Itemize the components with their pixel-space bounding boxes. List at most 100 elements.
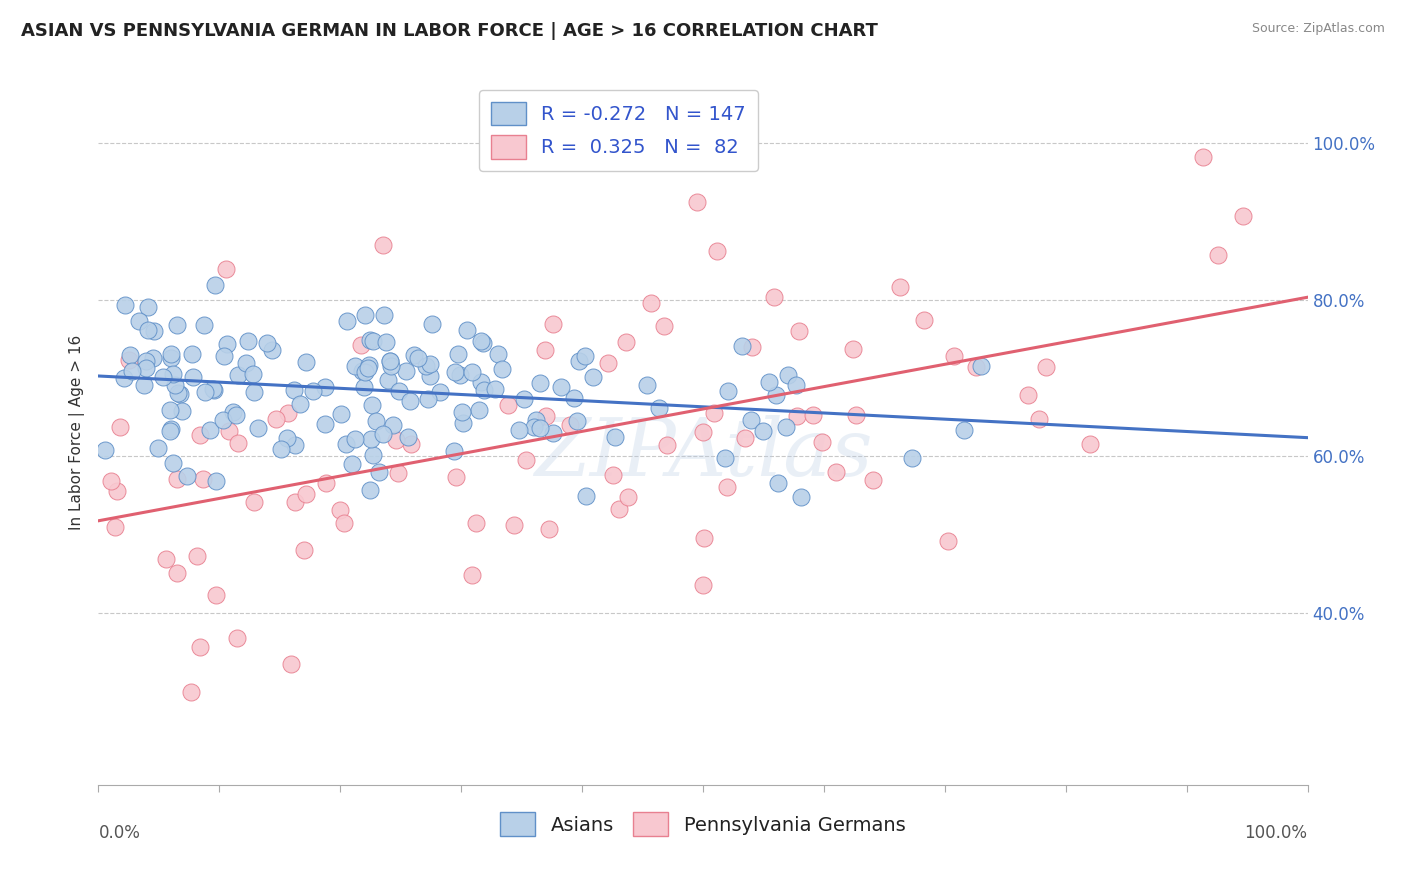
Point	[295, 354, 318, 368]
Point	[965, 360, 987, 375]
Point	[277, 406, 299, 420]
Point	[360, 398, 382, 412]
Point	[193, 318, 215, 332]
Point	[785, 378, 807, 392]
Point	[373, 309, 395, 323]
Point	[188, 640, 211, 655]
Point	[100, 474, 122, 488]
Point	[205, 475, 228, 489]
Point	[529, 421, 551, 435]
Point	[294, 542, 316, 557]
Text: 100.0%: 100.0%	[1244, 823, 1308, 842]
Point	[1208, 247, 1230, 261]
Point	[541, 317, 564, 331]
Point	[456, 323, 478, 337]
Point	[502, 517, 524, 532]
Point	[181, 370, 204, 384]
Point	[537, 522, 560, 536]
Point	[522, 420, 544, 434]
Point	[380, 354, 402, 368]
Point	[524, 413, 547, 427]
Point	[288, 396, 311, 410]
Point	[160, 422, 183, 436]
Point	[648, 401, 671, 415]
Legend: Asians, Pennsylvania Germans: Asians, Pennsylvania Germans	[491, 803, 915, 846]
Point	[562, 391, 585, 405]
Point	[350, 364, 373, 378]
Point	[226, 368, 249, 383]
Point	[889, 279, 911, 293]
Point	[731, 339, 754, 353]
Point	[315, 475, 337, 490]
Point	[399, 393, 422, 408]
Point	[602, 467, 624, 482]
Point	[204, 277, 226, 292]
Point	[194, 384, 217, 399]
Point	[214, 349, 236, 363]
Point	[472, 384, 495, 398]
Point	[284, 438, 307, 452]
Point	[353, 380, 375, 394]
Point	[692, 425, 714, 439]
Point	[912, 312, 935, 326]
Point	[399, 437, 422, 451]
Point	[381, 418, 404, 433]
Point	[371, 238, 394, 252]
Point	[363, 334, 385, 348]
Point	[415, 359, 437, 374]
Point	[470, 334, 492, 348]
Point	[451, 405, 474, 419]
Point	[166, 472, 188, 486]
Point	[226, 631, 249, 645]
Point	[359, 358, 381, 372]
Point	[420, 317, 443, 331]
Point	[596, 356, 619, 370]
Point	[657, 438, 679, 452]
Point	[787, 324, 810, 338]
Point	[214, 262, 236, 277]
Point	[215, 337, 238, 351]
Point	[118, 348, 141, 362]
Point	[740, 413, 762, 427]
Point	[491, 362, 513, 376]
Point	[388, 384, 411, 398]
Point	[616, 334, 638, 349]
Point	[226, 435, 249, 450]
Point	[766, 475, 789, 490]
Point	[550, 379, 572, 393]
Point	[242, 367, 264, 381]
Point	[1078, 437, 1101, 451]
Point	[163, 378, 186, 392]
Point	[242, 494, 264, 508]
Point	[180, 347, 202, 361]
Point	[693, 532, 716, 546]
Point	[340, 457, 363, 471]
Point	[112, 371, 135, 385]
Point	[132, 378, 155, 392]
Point	[264, 412, 287, 426]
Point	[138, 300, 160, 314]
Point	[221, 404, 243, 418]
Point	[166, 566, 188, 580]
Point	[824, 465, 846, 479]
Point	[938, 533, 960, 548]
Point	[357, 361, 380, 376]
Point	[256, 335, 278, 350]
Point	[360, 432, 382, 446]
Point	[762, 290, 785, 304]
Point	[1192, 150, 1215, 164]
Point	[344, 359, 367, 373]
Point	[353, 308, 375, 322]
Point	[654, 318, 676, 333]
Point	[901, 450, 924, 465]
Point	[470, 375, 492, 389]
Point	[284, 495, 307, 509]
Point	[135, 360, 157, 375]
Point	[862, 473, 884, 487]
Point	[246, 421, 269, 435]
Point	[276, 431, 298, 445]
Point	[159, 424, 181, 438]
Point	[160, 351, 183, 365]
Point	[148, 442, 170, 456]
Point	[446, 470, 468, 484]
